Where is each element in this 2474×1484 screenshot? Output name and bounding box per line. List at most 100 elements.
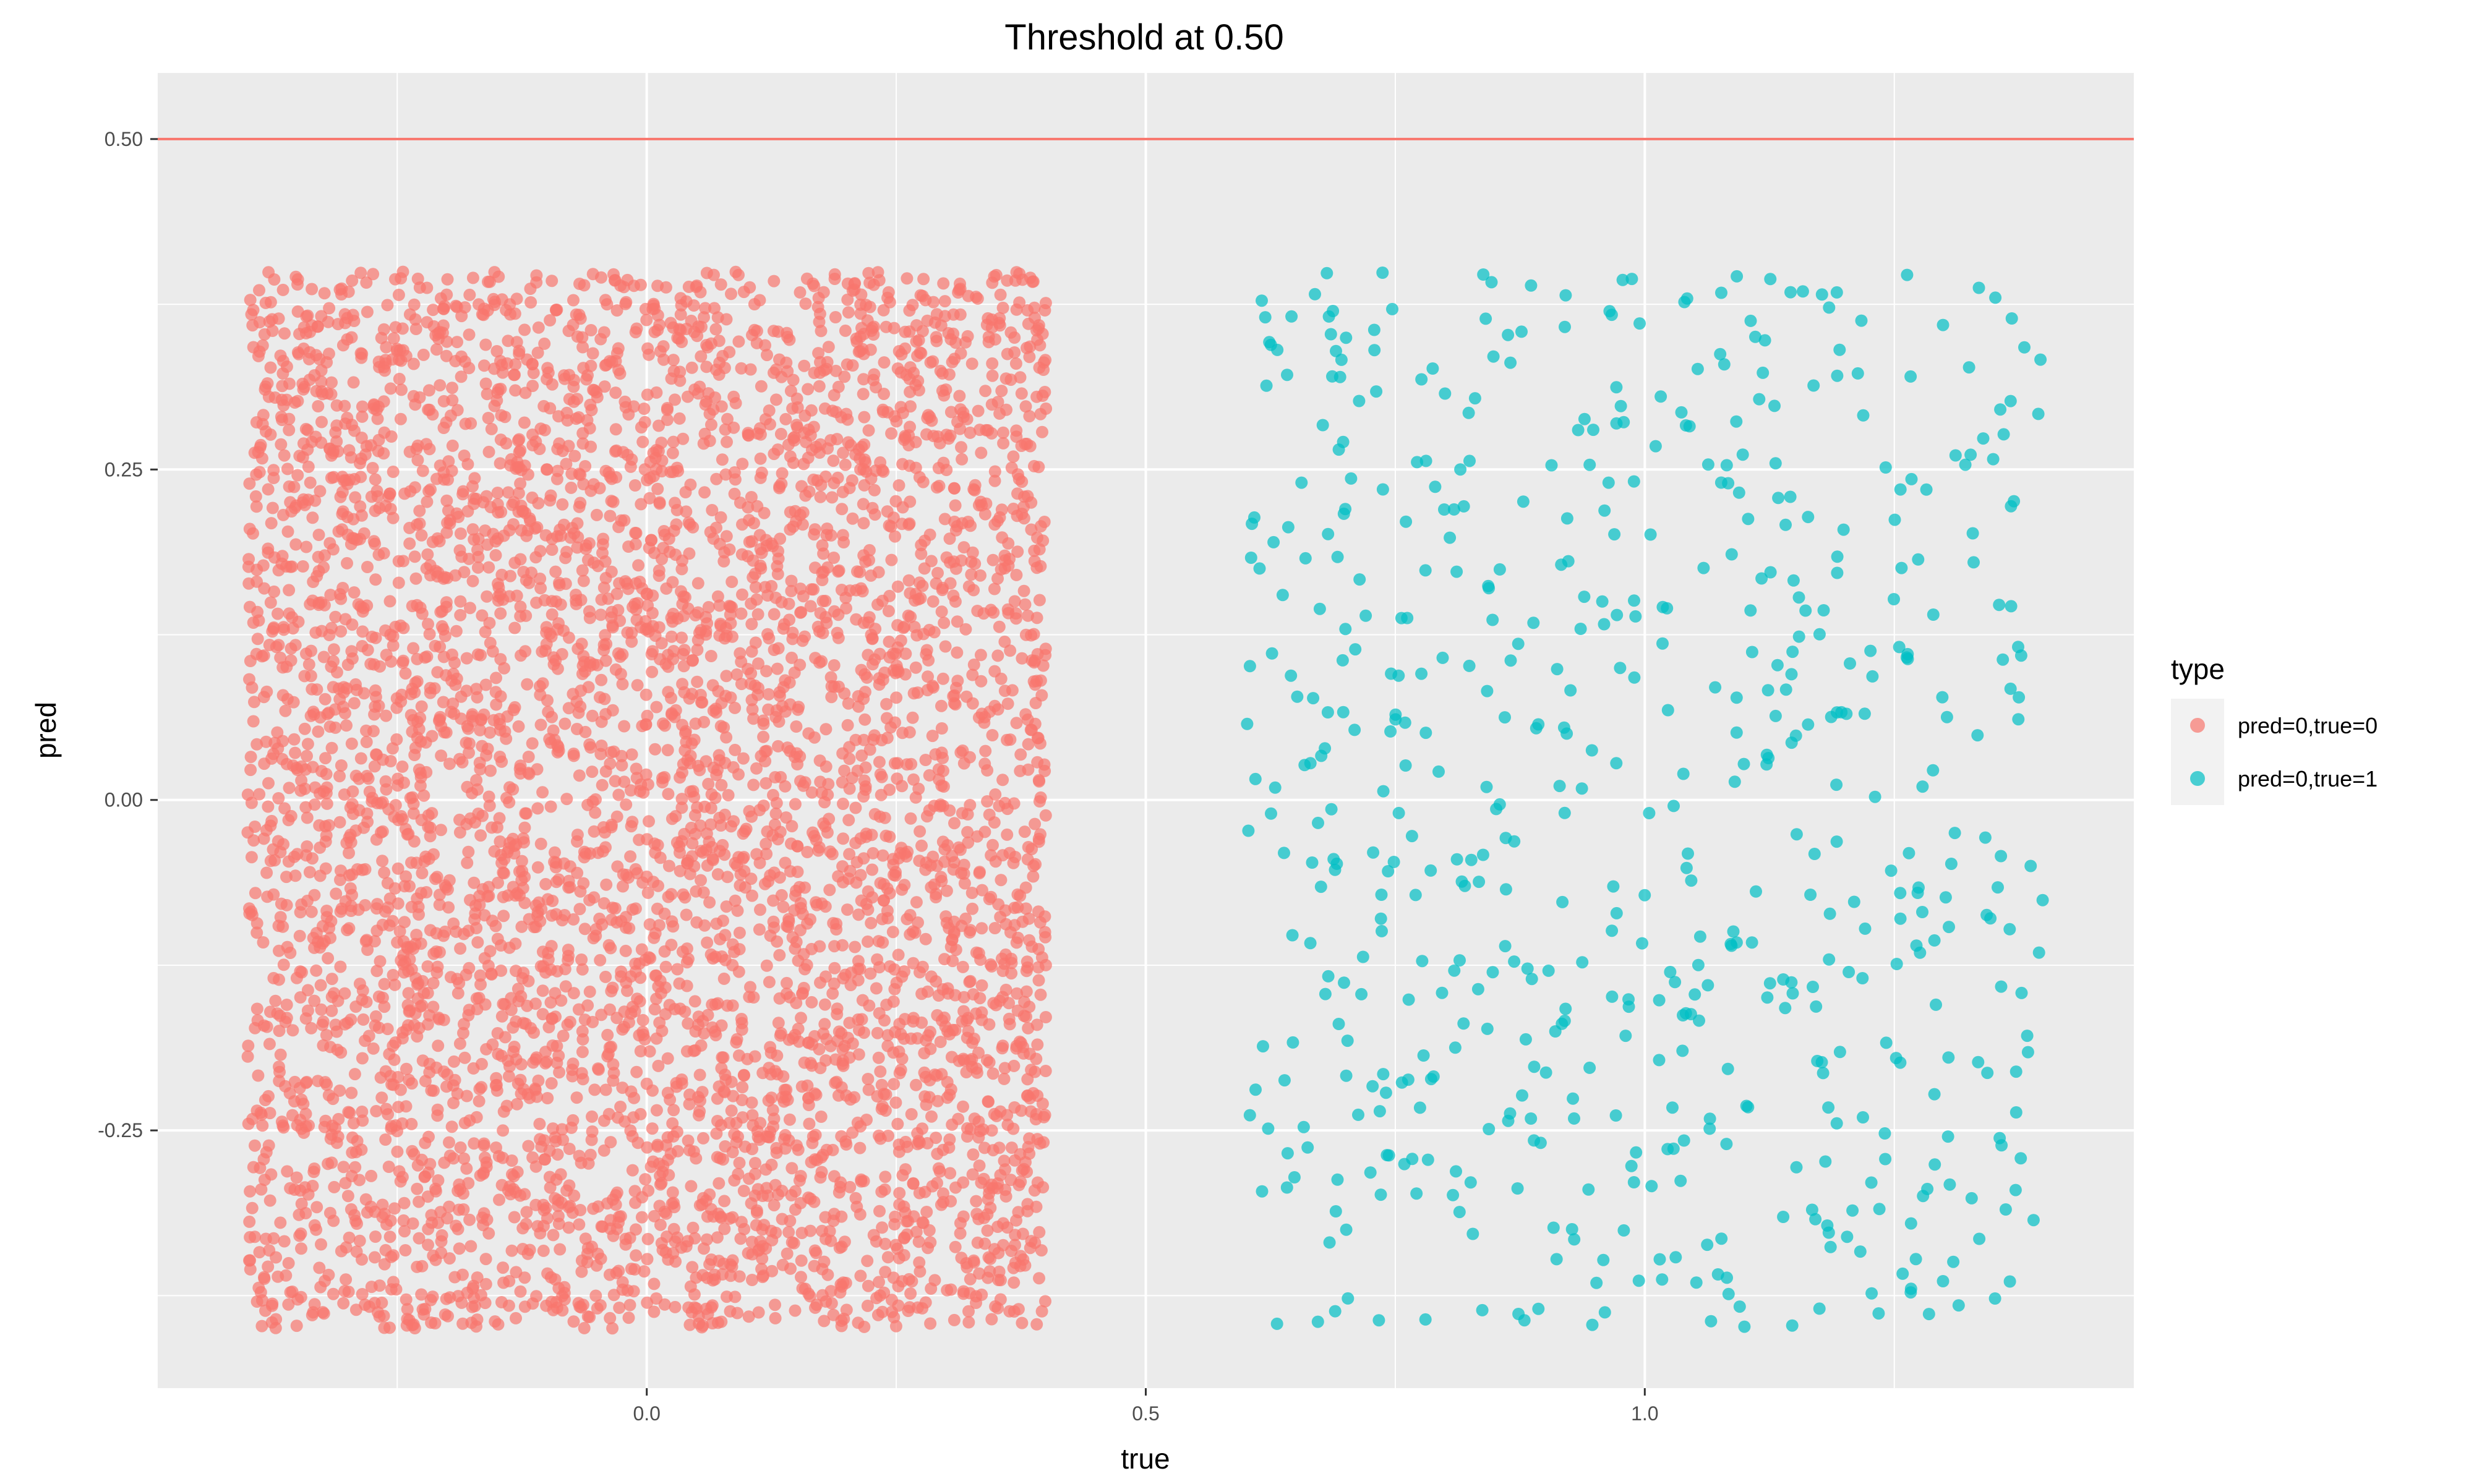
data-point	[957, 541, 970, 554]
data-point	[260, 1020, 273, 1033]
data-point	[440, 1292, 453, 1305]
data-point	[437, 696, 450, 709]
data-point	[453, 1037, 466, 1050]
data-point	[759, 339, 771, 352]
data-point	[263, 1038, 276, 1051]
data-point	[1033, 795, 1046, 808]
data-point	[1038, 516, 1051, 528]
data-point	[944, 406, 957, 419]
data-point	[475, 1057, 488, 1070]
data-point	[630, 1223, 642, 1236]
data-point	[330, 419, 343, 432]
data-point	[988, 518, 1001, 531]
data-point	[295, 1197, 308, 1210]
data-point	[635, 943, 648, 956]
data-point	[655, 637, 668, 650]
data-point	[549, 304, 562, 317]
data-point	[675, 801, 688, 814]
data-point	[284, 947, 297, 959]
data-point	[431, 532, 444, 545]
data-point	[276, 753, 289, 765]
data-point	[377, 323, 390, 336]
data-point	[576, 341, 589, 354]
data-point	[661, 414, 674, 426]
data-point	[696, 696, 709, 709]
data-point	[949, 989, 962, 1002]
data-point	[432, 1039, 445, 1052]
data-point	[461, 780, 474, 793]
data-point	[534, 837, 547, 850]
data-point	[460, 1090, 473, 1102]
data-point	[878, 356, 891, 369]
data-point	[473, 756, 486, 769]
data-point	[892, 479, 905, 492]
data-point	[243, 477, 256, 490]
data-point	[646, 1122, 659, 1135]
data-point	[949, 524, 962, 537]
data-point	[253, 284, 265, 297]
data-point	[258, 1174, 271, 1187]
data-point	[675, 1073, 688, 1086]
data-point	[262, 1260, 275, 1273]
data-point	[669, 704, 682, 717]
data-point	[1011, 987, 1024, 1000]
data-point	[1025, 940, 1038, 953]
data-point	[663, 999, 676, 1012]
data-point	[354, 500, 367, 513]
data-point	[343, 846, 355, 859]
data-point	[669, 393, 682, 406]
data-point	[508, 1211, 521, 1224]
data-point	[714, 1211, 727, 1224]
data-point	[813, 940, 826, 953]
data-point	[407, 357, 420, 370]
data-point	[301, 984, 314, 997]
data-point	[573, 903, 586, 916]
data-point	[281, 693, 294, 706]
data-point	[622, 1311, 635, 1324]
data-point	[761, 1189, 774, 1202]
data-point	[713, 1177, 726, 1190]
data-point	[325, 1004, 338, 1017]
data-point	[256, 1119, 269, 1132]
data-point	[411, 454, 424, 467]
data-point	[995, 503, 1008, 516]
data-point	[417, 789, 430, 802]
data-point	[837, 446, 850, 459]
data-point	[951, 646, 964, 659]
data-point	[978, 825, 991, 838]
data-point	[409, 398, 422, 411]
data-point	[607, 1058, 620, 1071]
data-point	[731, 904, 744, 917]
data-point	[686, 1261, 699, 1274]
data-point	[343, 444, 356, 457]
data-point	[619, 1238, 632, 1251]
data-point	[629, 526, 642, 539]
data-point	[695, 874, 707, 887]
data-point	[374, 955, 387, 968]
data-point	[595, 1220, 608, 1233]
data-point	[794, 286, 807, 299]
data-point	[494, 835, 507, 848]
data-point	[430, 966, 443, 979]
data-point	[889, 647, 902, 660]
data-point	[899, 668, 912, 681]
data-point	[648, 325, 661, 338]
data-point	[837, 536, 850, 548]
data-point	[758, 506, 771, 519]
data-point	[896, 883, 909, 896]
data-point	[660, 582, 673, 595]
data-point	[380, 1102, 393, 1115]
data-point	[597, 644, 610, 657]
data-point	[1039, 931, 1052, 944]
data-point	[586, 765, 599, 778]
data-point	[909, 461, 922, 474]
data-point	[1014, 1250, 1027, 1263]
data-point	[709, 323, 722, 336]
data-point	[495, 359, 508, 372]
data-point	[560, 793, 573, 806]
data-point	[272, 1270, 285, 1283]
data-point	[471, 1003, 484, 1015]
data-point	[652, 879, 664, 892]
data-point	[657, 1159, 670, 1172]
data-point	[812, 291, 825, 304]
